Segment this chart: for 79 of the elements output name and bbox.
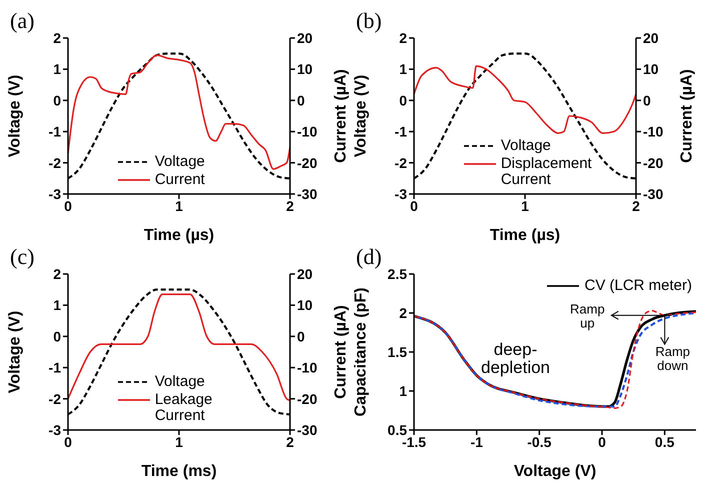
x-tick-label: 1 <box>521 198 530 214</box>
y-tick-label: 0.5 <box>388 422 408 438</box>
y2-tick-label: -10 <box>297 124 318 140</box>
y-tick-label: -3 <box>394 186 408 202</box>
x-tick-label: 2 <box>286 434 294 450</box>
y-tick-label: 1.5 <box>388 344 408 360</box>
y-tick-label: 1 <box>399 382 408 399</box>
x-tick-label: -0.5 <box>527 434 552 450</box>
x-tick-label: 0 <box>410 198 418 214</box>
legend-label: Current <box>154 171 205 188</box>
y2-tick-label: -10 <box>297 360 318 376</box>
y2-tick-label: 20 <box>297 30 313 46</box>
y2-tick-label: -30 <box>297 422 318 438</box>
legend-label: Voltage <box>154 373 205 390</box>
annotation: Ramp up <box>570 301 605 330</box>
y-tick-label: -2 <box>48 154 62 171</box>
x-tick-label: 1 <box>175 198 184 214</box>
y-tick-label: -3 <box>48 186 62 202</box>
y-tick-label: -2 <box>394 154 408 171</box>
y2-tick-label: -20 <box>297 390 318 407</box>
y-axis-title: Capacitance (pF) <box>352 288 370 416</box>
x-tick-label: 1 <box>175 434 184 450</box>
y-tick-label: -1 <box>394 124 408 140</box>
y-tick-label: 0 <box>399 92 408 108</box>
chart-title: (a) <box>10 8 34 34</box>
chart-title: (d) <box>356 244 382 270</box>
y2-tick-label: 10 <box>297 297 313 314</box>
chart-title: (c) <box>10 244 34 270</box>
y-tick-label: 1 <box>53 297 62 314</box>
legend-label: Voltage <box>500 137 551 154</box>
y-tick-label: -3 <box>48 422 62 438</box>
annotation: Ramp down <box>655 344 690 374</box>
x-tick-label: 0 <box>64 434 72 450</box>
y-tick-label: 0 <box>53 92 62 108</box>
legend-label: Voltage <box>154 153 205 170</box>
x-axis-title: Time (µs) <box>144 227 214 244</box>
y-tick-label: -1 <box>48 360 62 376</box>
y-tick-label: 1 <box>399 61 408 78</box>
y2-tick-label: 20 <box>643 30 659 46</box>
y-tick-label: 2 <box>53 30 62 46</box>
annotation: deep-depletion <box>481 340 550 378</box>
y-axis-title: Voltage (V) <box>352 74 370 158</box>
y2-tick-label: 10 <box>297 61 313 78</box>
legend-label: Displacement Current <box>500 155 593 188</box>
y2-tick-label: -20 <box>297 154 318 171</box>
y2-axis-title: Current (µA) <box>678 69 696 163</box>
y-tick-label: -2 <box>48 390 62 407</box>
y2-axis-title: Current (µA) <box>332 69 350 163</box>
y2-tick-label: -20 <box>643 154 664 171</box>
y2-tick-label: 10 <box>643 61 659 78</box>
x-axis-title: Time (ms) <box>141 463 217 480</box>
y2-tick-label: 0 <box>297 328 305 344</box>
x-axis-title: Time (µs) <box>490 227 560 244</box>
x-tick-label: 0 <box>598 434 606 450</box>
y-tick-label: 2 <box>399 304 408 321</box>
y-tick-label: 1 <box>53 61 62 78</box>
y2-tick-label: 20 <box>297 266 313 282</box>
chart-title: (b) <box>356 8 382 34</box>
y2-tick-label: 0 <box>643 92 651 108</box>
y2-tick-label: -10 <box>643 124 664 140</box>
x-tick-label: 0.5 <box>654 434 675 450</box>
x-tick-label: 2 <box>286 198 294 214</box>
y-tick-label: 2 <box>399 30 408 46</box>
y2-axis-title: Current (µA) <box>332 305 350 399</box>
legend-label: Leakage Current <box>154 391 214 424</box>
y-axis-title: Voltage (V) <box>6 74 24 158</box>
y-tick-label: 0 <box>53 328 62 344</box>
x-tick-label: 2 <box>632 198 640 214</box>
y2-tick-label: -30 <box>297 186 318 202</box>
y2-tick-label: -30 <box>643 186 664 202</box>
x-tick-label: 0 <box>64 198 72 214</box>
y2-tick-label: 0 <box>297 92 305 108</box>
y-tick-label: 2 <box>53 266 62 282</box>
y-tick-label: 2.5 <box>388 266 408 282</box>
legend-label: CV (LCR meter) <box>584 277 692 294</box>
y-axis-title: Voltage (V) <box>6 310 24 394</box>
x-axis-title: Voltage (V) <box>514 463 596 480</box>
x-tick-label: -1 <box>470 434 484 450</box>
y-tick-label: -1 <box>48 124 62 140</box>
